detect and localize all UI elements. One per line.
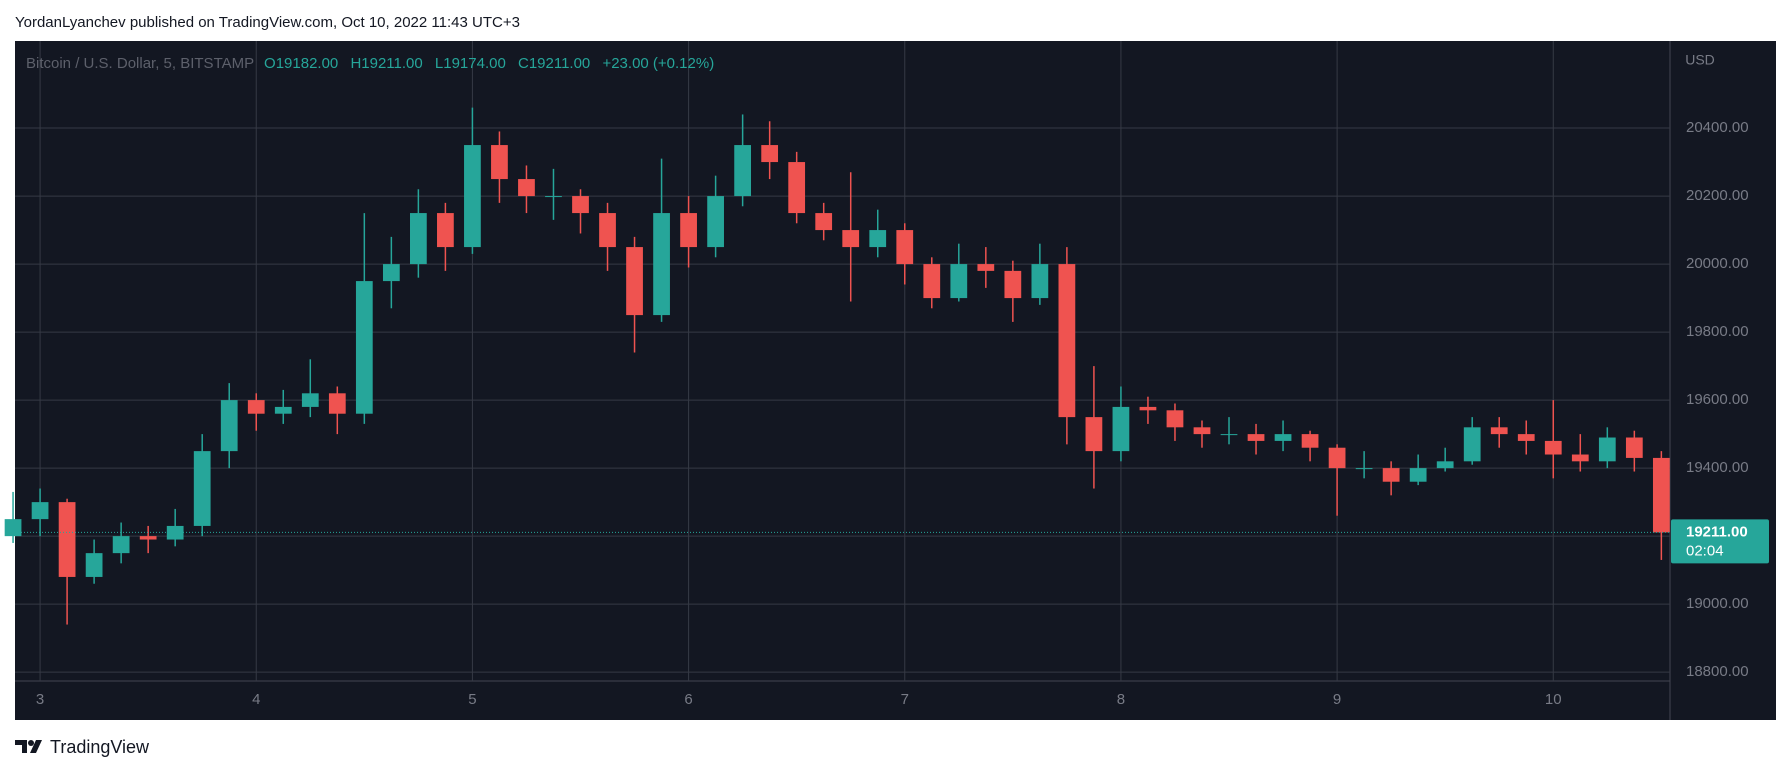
x-tick-label: 9 [1333, 691, 1341, 708]
x-tick-label: 6 [684, 691, 692, 708]
x-tick-label: 10 [1545, 691, 1562, 708]
candle-body [1085, 417, 1103, 452]
candle-body [680, 213, 697, 248]
candle-body [247, 400, 265, 414]
legend-change: +23.00 (+0.12%) [602, 55, 714, 72]
candle-body [1247, 434, 1265, 441]
candle-body [139, 536, 157, 540]
candle-body [1517, 434, 1535, 441]
candle-body [31, 502, 49, 520]
x-tick-label: 7 [901, 691, 909, 708]
candle-body [977, 264, 995, 271]
candle-body [85, 553, 103, 577]
candle-body [1382, 468, 1400, 482]
candle-body [545, 196, 562, 198]
candle-body [58, 502, 76, 577]
candle-body [382, 264, 400, 282]
legend-high: H19211.00 [350, 55, 422, 72]
plot: 34567891018800.0019000.0019200.0019400.0… [4, 41, 1749, 708]
candle-body [1220, 434, 1238, 436]
candle-body [572, 196, 589, 214]
legend-low: L19174.00 [435, 55, 506, 72]
countdown-label: 02:04 [1686, 542, 1724, 559]
header-text: YordanLyanchev published on TradingView.… [15, 14, 520, 31]
y-tick-label: 19400.00 [1686, 459, 1749, 476]
candle-body [220, 400, 238, 452]
candle-body [950, 264, 968, 299]
candle-body [1031, 264, 1049, 299]
candle-body [1571, 454, 1589, 462]
y-tick-label: 20400.00 [1686, 119, 1749, 136]
candle-body [1409, 468, 1427, 482]
y-tick-label: 19000.00 [1686, 595, 1749, 612]
chart-pane [15, 41, 1776, 720]
x-tick-label: 5 [468, 691, 476, 708]
y-tick-label: 19800.00 [1686, 323, 1749, 340]
y-tick-label: 20200.00 [1686, 187, 1749, 204]
candle-body [1598, 437, 1616, 462]
candle-body [1652, 457, 1670, 533]
candle-body [1139, 406, 1157, 411]
candle-body [707, 196, 724, 248]
candle-body [599, 213, 616, 248]
legend-symbol: Bitcoin / U.S. Dollar, 5, BITSTAMP [26, 55, 254, 72]
currency-label: USD [1685, 52, 1715, 68]
candle-body [896, 230, 914, 265]
candle-body [518, 179, 535, 197]
candle-body [1301, 434, 1319, 448]
candle-body [1436, 461, 1454, 469]
candle-body [842, 230, 860, 248]
candle-body [1328, 447, 1346, 469]
candle-body [355, 281, 373, 414]
legend-open: O19182.00 [264, 55, 338, 72]
x-tick-label: 8 [1117, 691, 1125, 708]
logo-dot [28, 740, 34, 746]
candle-body [1355, 468, 1373, 470]
candle-body [1274, 434, 1292, 441]
tradingview-logo: TradingView [15, 737, 150, 757]
candle-body [193, 451, 211, 526]
x-tick-label: 3 [36, 691, 44, 708]
candle-body [734, 145, 752, 197]
y-tick-label: 18800.00 [1686, 663, 1749, 680]
last-price-badge [1671, 519, 1769, 564]
legend-close: C19211.00 [518, 55, 590, 72]
candle-body [761, 145, 779, 163]
candle-body [1193, 427, 1211, 435]
candle-body [653, 213, 670, 316]
candle-body [1112, 406, 1130, 452]
candle-body [166, 525, 184, 540]
y-tick-label: 19600.00 [1686, 391, 1749, 408]
candle-body [1463, 427, 1481, 462]
candle-body [437, 213, 454, 248]
candle-body [788, 162, 806, 214]
logo-icon [15, 740, 42, 753]
candle-body [112, 536, 130, 554]
candle-body [869, 230, 887, 248]
candle-body [464, 145, 481, 248]
candle-body [1004, 270, 1022, 299]
candle-body [4, 519, 22, 537]
legend: Bitcoin / U.S. Dollar, 5, BITSTAMP O1918… [26, 55, 714, 72]
candle-body [1544, 440, 1562, 455]
candle-body [491, 145, 508, 180]
candle-body [1490, 427, 1508, 435]
candle-body [1058, 264, 1076, 418]
candle-body [923, 264, 941, 299]
candle-body [815, 213, 833, 231]
last-price-label: 19211.00 [1686, 523, 1748, 540]
x-tick-label: 4 [252, 691, 260, 708]
candle-body [1625, 437, 1643, 458]
candle-body [301, 393, 319, 407]
candle-body [626, 247, 643, 316]
candle-body [1166, 410, 1184, 428]
candle-body [409, 213, 427, 265]
y-tick-label: 20000.00 [1686, 255, 1749, 272]
brand-text: TradingView [50, 737, 150, 757]
candle-body [328, 393, 346, 414]
candle-body [274, 406, 292, 414]
